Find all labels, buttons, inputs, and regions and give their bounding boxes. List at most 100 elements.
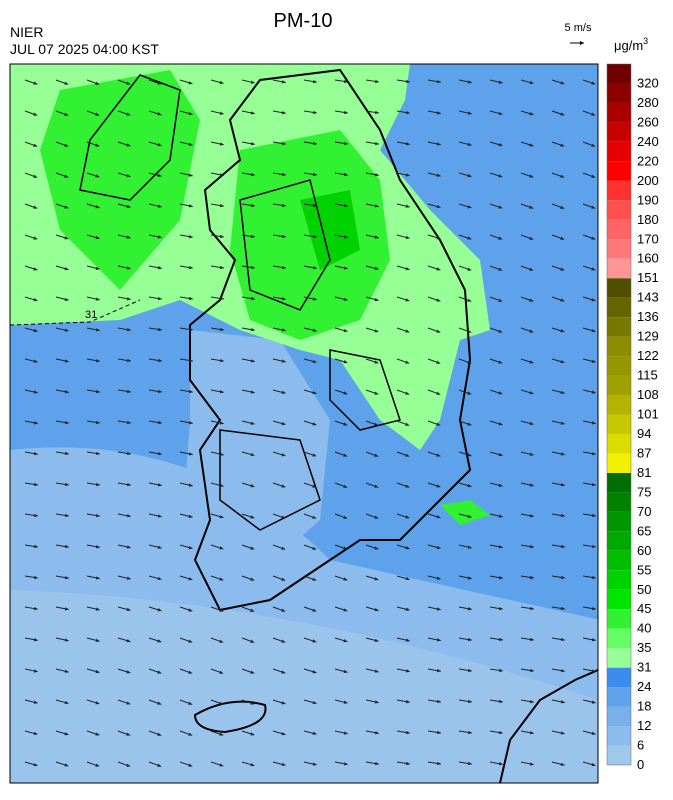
wind-arrowhead (158, 327, 162, 332)
wind-arrowhead (188, 111, 193, 116)
colorbar-segment (607, 531, 631, 551)
wind-arrowhead (374, 235, 379, 239)
wind-arrowhead (219, 203, 224, 208)
wind-arrowhead (374, 515, 379, 519)
colorbar-segment (607, 687, 631, 707)
wind-arrowhead (529, 174, 534, 178)
wind-arrowhead (64, 359, 69, 363)
wind-arrowhead (95, 763, 100, 767)
wind-arrowhead (468, 699, 472, 704)
wind-arrowhead (406, 761, 410, 766)
wind-arrowhead (312, 234, 317, 239)
wind-arrowhead (157, 545, 162, 549)
wind-arrowhead (33, 359, 38, 363)
wind-arrowhead (250, 577, 255, 581)
wind-arrowhead (468, 668, 472, 673)
wind-arrowhead (64, 732, 69, 736)
wind-arrowhead (343, 203, 348, 208)
wind-arrowhead (95, 638, 100, 642)
wind-arrowhead (157, 576, 162, 581)
wind-arrowhead (251, 203, 255, 208)
wind-arrowhead (436, 576, 441, 580)
wind-arrowhead (591, 421, 596, 425)
colorbar-segment (607, 200, 631, 220)
wind-arrowhead (343, 328, 348, 333)
wind-arrowhead (560, 452, 565, 456)
wind-arrowhead (436, 391, 441, 395)
wind-arrowhead (374, 607, 379, 612)
wind-arrowhead (529, 205, 534, 209)
wind-arrowhead (467, 236, 472, 240)
wind-arrowhead (250, 546, 255, 550)
wind-arrowhead (405, 110, 410, 115)
wind-arrowhead (591, 267, 596, 271)
colorbar-segment (607, 161, 631, 181)
wind-arrowhead (591, 112, 596, 116)
colorbar: 0 6 12 18 24 31 35 40 45 50 55 60 65 70 75 81 87 94 101 108… (606, 63, 659, 772)
wind-arrowhead (126, 763, 131, 767)
wind-arrowhead (406, 79, 410, 84)
wind-arrowhead (126, 545, 131, 549)
wind-arrowhead (405, 422, 410, 426)
wind-arrowhead (250, 80, 255, 84)
wind-arrowhead (33, 236, 38, 240)
wind-arrowhead (33, 328, 38, 333)
wind-arrowhead (64, 297, 69, 302)
colorbar-segment (607, 453, 631, 473)
wind-arrowhead (188, 483, 193, 487)
wind-arrowhead (530, 637, 534, 642)
wind-arrowhead (64, 763, 69, 767)
wind-arrowhead (157, 296, 162, 301)
wind-arrowhead (64, 390, 69, 394)
wind-arrowhead (467, 607, 472, 611)
colorbar-label: 151 (637, 270, 659, 285)
colorbar-segment (607, 356, 631, 376)
wind-arrowhead (250, 390, 255, 394)
wind-arrowhead (591, 638, 596, 642)
wind-arrowhead (126, 297, 131, 301)
wind-arrowhead (250, 515, 255, 519)
wind-arrowhead (95, 389, 100, 394)
colorbar-segment (607, 609, 631, 629)
wind-arrowhead (560, 236, 565, 240)
wind-arrowhead (312, 453, 317, 457)
wind-arrowhead (498, 80, 503, 84)
wind-arrowhead (312, 297, 317, 301)
wind-arrowhead (157, 639, 162, 643)
wind-arrowhead (95, 174, 100, 178)
wind-arrowhead (157, 701, 162, 705)
wind-arrowhead (561, 606, 565, 611)
wind-arrowhead (405, 360, 410, 364)
wind-arrowhead (126, 514, 131, 518)
wind-arrowhead (437, 761, 441, 766)
wind-arrowhead (343, 484, 348, 488)
colorbar-segment (607, 492, 631, 512)
colorbar-label: 101 (637, 407, 659, 422)
wind-arrowhead (529, 329, 534, 333)
wind-arrowhead (529, 143, 534, 147)
wind-arrowhead (343, 546, 348, 550)
wind-arrowhead (157, 670, 162, 674)
wind-arrowhead (189, 358, 193, 363)
wind-arrowhead (33, 482, 38, 487)
wind-arrowhead (591, 205, 596, 209)
wind-arrowhead (312, 359, 317, 364)
wind-arrowhead (95, 607, 100, 611)
wind-arrowhead (467, 298, 472, 302)
wind-arrowhead (219, 546, 224, 550)
wind-arrowhead (188, 732, 193, 736)
wind-arrowhead (374, 329, 379, 333)
wind-arrowhead (591, 236, 596, 240)
wind-arrowhead (188, 234, 193, 239)
wind-arrowhead (529, 699, 534, 704)
wind-arrowhead (126, 607, 131, 612)
wind-arrowhead (343, 235, 348, 239)
wind-arrowhead (188, 545, 193, 550)
wind-arrowhead (250, 359, 255, 363)
wind-arrowhead (157, 420, 162, 425)
wind-arrowhead (498, 606, 503, 611)
wind-arrowhead (405, 515, 410, 519)
wind-arrowhead (219, 234, 224, 239)
wind-arrowhead (281, 453, 286, 457)
